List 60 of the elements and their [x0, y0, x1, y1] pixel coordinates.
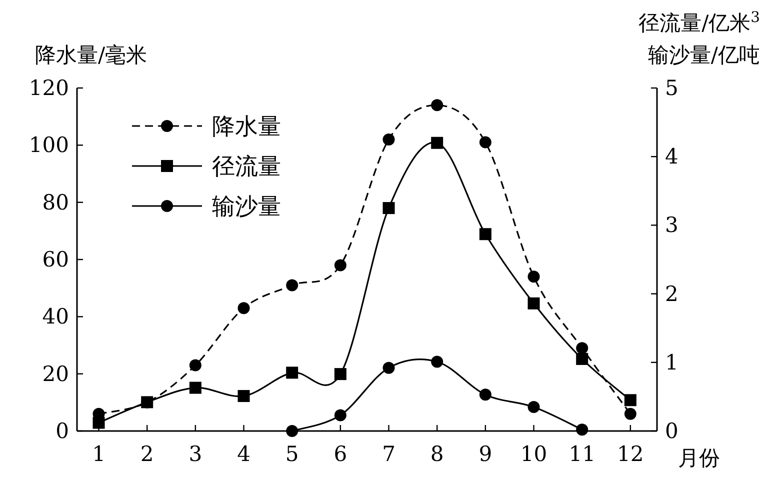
x-tick-label: 8 — [430, 442, 444, 466]
point — [528, 270, 540, 283]
point — [92, 416, 105, 429]
point — [238, 390, 250, 402]
point — [576, 424, 588, 436]
legend-label: 径流量 — [212, 154, 281, 180]
x-tick-label: 3 — [188, 442, 202, 466]
x-tick-label: 5 — [285, 442, 299, 466]
y2-tick-label: 1 — [665, 350, 678, 374]
point — [334, 368, 346, 380]
y-tick-label: 80 — [42, 190, 69, 214]
point — [479, 388, 492, 401]
point — [382, 362, 395, 374]
point — [334, 259, 346, 272]
x-tick-label: 2 — [140, 442, 154, 466]
point — [382, 202, 395, 214]
y-tick-label: 0 — [56, 419, 69, 443]
y-tick-label: 60 — [42, 248, 69, 272]
x-axis-title: 月份 — [678, 446, 720, 470]
x-tick-label: 11 — [568, 442, 596, 466]
x-tick-label: 12 — [617, 442, 644, 466]
y-axis-title: 降水量/毫米 — [35, 43, 148, 67]
x-tick-label: 7 — [382, 442, 396, 466]
y2-tick-label: 3 — [665, 213, 678, 238]
y-tick-label: 40 — [42, 304, 69, 329]
point — [382, 133, 395, 146]
point — [576, 342, 588, 354]
point — [189, 359, 202, 372]
x-tick-label: 4 — [237, 442, 250, 466]
point — [624, 408, 636, 420]
legend-label: 降水量 — [212, 114, 281, 140]
y2-tick-label: 4 — [665, 144, 678, 169]
point — [238, 302, 250, 314]
legend-label: 输沙量 — [212, 194, 281, 220]
point — [431, 356, 444, 368]
x-tick-label: 10 — [520, 442, 548, 466]
y2-tick-label: 5 — [665, 76, 678, 100]
point — [189, 382, 202, 394]
point — [334, 409, 346, 422]
point — [286, 425, 298, 437]
point — [528, 297, 540, 310]
x-tick-label: 1 — [92, 442, 106, 466]
point — [479, 228, 492, 240]
point — [624, 394, 636, 406]
x-tick-label: 9 — [478, 442, 492, 466]
point — [479, 136, 492, 148]
y2-tick-label: 0 — [665, 419, 678, 443]
point — [431, 136, 444, 149]
x-tick-label: 6 — [334, 442, 348, 466]
y-tick-label: 100 — [28, 133, 69, 158]
point — [576, 352, 588, 365]
y2-axis-title: 径流量/亿米$^{3}$ 输沙量/亿吨 — [638, 8, 760, 67]
point — [141, 396, 154, 408]
y-tick-label: 120 — [28, 76, 69, 100]
point — [528, 400, 540, 413]
point — [286, 366, 298, 379]
y-tick-label: 20 — [42, 362, 69, 386]
point — [286, 279, 298, 292]
point — [431, 99, 444, 112]
y2-tick-label: 2 — [665, 282, 678, 306]
